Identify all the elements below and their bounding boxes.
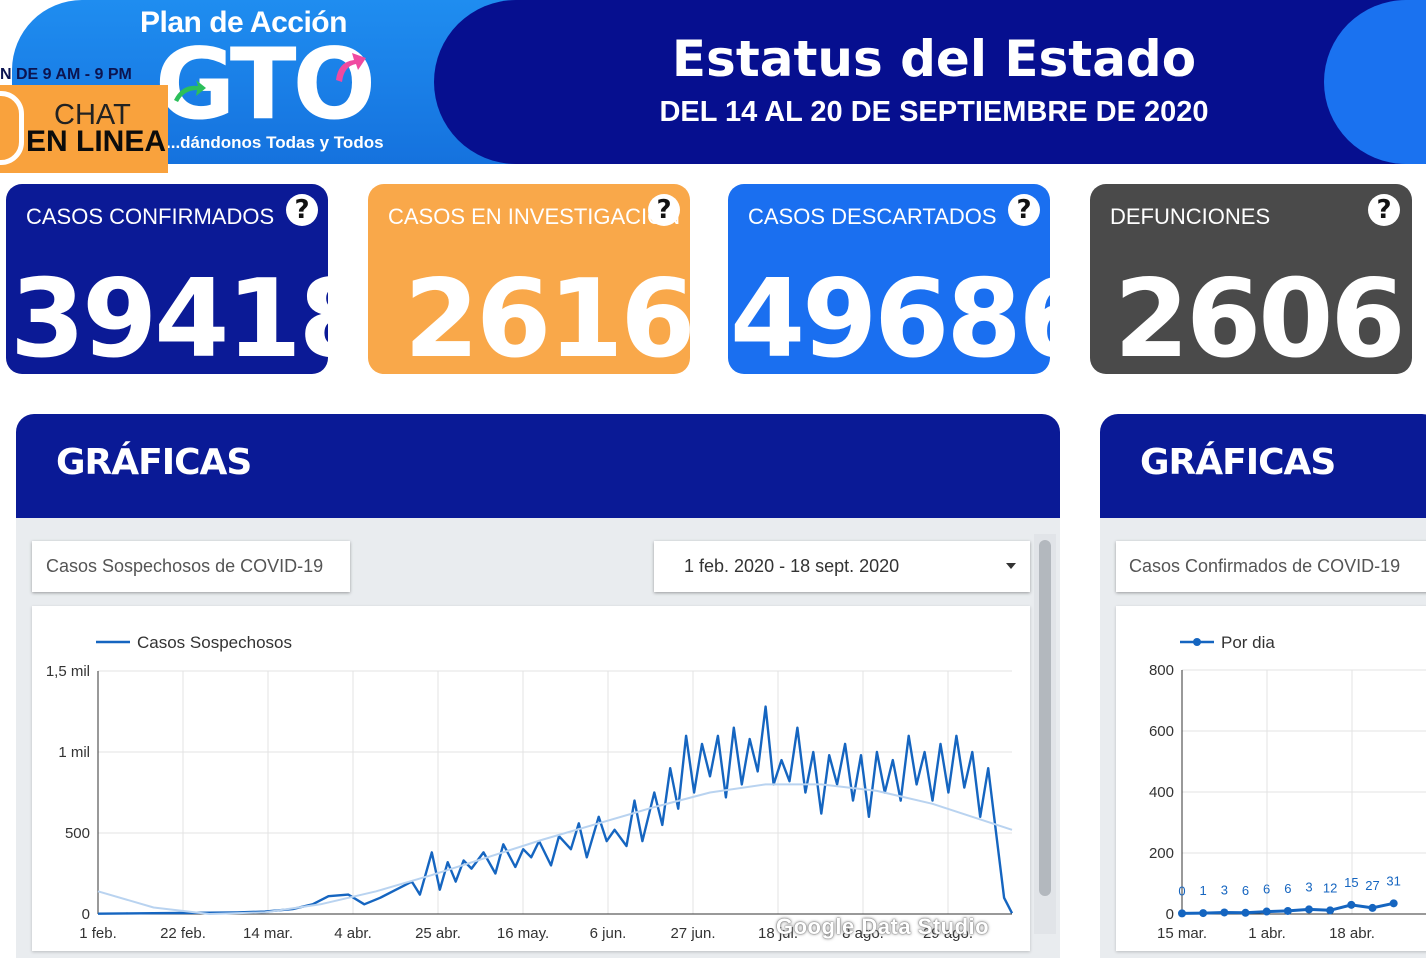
header-banner: Plan de Acción GTO ...dándonos Todas y T… (0, 0, 1426, 164)
x-tick-label: 29 ago. (923, 925, 973, 942)
chat-hours: N DE 9 AM - 9 PM (0, 66, 132, 83)
section-title: GRÁFICAS (56, 442, 252, 483)
series-line (97, 705, 1014, 915)
card-value: 39418 (10, 257, 328, 374)
card-deaths: DEFUNCIONES ? 2606 (1090, 184, 1412, 374)
x-tick-label: 4 abr. (334, 925, 372, 942)
date-range-picker[interactable]: 1 feb. 2020 - 18 sept. 2020 (654, 541, 1030, 592)
chat-label-line1: CHAT (54, 99, 131, 131)
data-label: 15 (1344, 875, 1358, 890)
card-investigation: CASOS EN INVESTIGACIÓN ? 2616 (368, 184, 690, 374)
green-arrow-icon (174, 80, 206, 102)
data-point (1389, 899, 1398, 908)
x-tick-label: 14 mar. (243, 925, 293, 942)
x-tick-label: 25 abr. (415, 925, 461, 942)
data-point (1220, 908, 1229, 917)
chat-online-button[interactable]: CHAT EN LINEA (0, 85, 168, 173)
section-header-right: GRÁFICAS (1100, 414, 1426, 518)
y-tick-label: 1 mil (58, 744, 90, 761)
y-tick-label: 0 (82, 906, 90, 923)
data-point (1199, 909, 1208, 918)
card-label: CASOS DESCARTADOS (748, 204, 997, 229)
chat-label-line2: EN LINEA (26, 125, 167, 158)
data-point (1262, 907, 1271, 916)
x-tick-label: 18 jul. (758, 925, 798, 942)
card-label: CASOS CONFIRMADOS (26, 204, 275, 229)
y-tick-label: 200 (1149, 845, 1174, 862)
chart-title-box-right: Casos Confirmados de COVID-19 (1116, 541, 1426, 592)
watermark: Google Data Studio (776, 914, 990, 939)
plan-title: Plan de Acción (140, 6, 347, 39)
card-label: CASOS EN INVESTIGACIÓN (388, 204, 681, 229)
legend-label: Casos Sospechosos (137, 633, 292, 652)
y-tick-label: 600 (1149, 723, 1174, 740)
y-tick-label: 400 (1149, 784, 1174, 801)
data-point (1283, 906, 1292, 915)
section-header-left: GRÁFICAS (16, 414, 1060, 518)
scrollbar-thumb[interactable] (1039, 540, 1051, 896)
card-confirmed: CASOS CONFIRMADOS ? 39418 (6, 184, 328, 374)
x-tick-label: 15 mar. (1157, 925, 1207, 942)
data-point (1326, 906, 1335, 915)
legend-marker (1193, 638, 1201, 646)
gto-logo: GTO (155, 28, 376, 142)
help-icon[interactable]: ? (1008, 194, 1040, 226)
data-label: 12 (1323, 880, 1337, 895)
card-discarded: CASOS DESCARTADOS ? 49686 (728, 184, 1094, 374)
help-icon[interactable]: ? (286, 194, 318, 226)
data-label: 3 (1305, 879, 1312, 894)
chart-title-box: Casos Sospechosos de COVID-19 (32, 541, 350, 592)
help-icon[interactable]: ? (648, 194, 680, 226)
slogan: ...dándonos Todas y Todos (166, 133, 384, 152)
data-label: 6 (1284, 881, 1291, 896)
data-point (1368, 903, 1377, 912)
suspected-cases-chart: 0 500 1 mil 1,5 mil 1 feb. 22 feb. 14 mar. 4 ab… (32, 606, 1030, 951)
data-label: 27 (1365, 878, 1379, 893)
x-tick-label: 16 may. (497, 925, 549, 942)
y-tick-label: 1,5 mil (46, 663, 90, 680)
chat-bubble-icon (0, 91, 24, 165)
y-tick-label: 0 (1166, 906, 1174, 923)
legend-label: Por dia (1221, 633, 1275, 652)
data-label: 6 (1242, 883, 1249, 898)
data-label: 0 (1178, 883, 1185, 898)
status-banner (434, 0, 1426, 164)
status-subtitle: DEL 14 AL 20 DE SEPTIEMBRE DE 2020 (659, 96, 1209, 128)
card-value: 2606 (1114, 257, 1406, 374)
data-label: 1 (1200, 883, 1207, 898)
x-tick-label: 27 jun. (670, 925, 715, 942)
card-value: 2616 (404, 257, 690, 374)
trend-line (97, 783, 1013, 915)
x-tick-label: 1 abr. (1248, 925, 1286, 942)
data-point (1347, 900, 1356, 909)
y-tick-label: 500 (65, 825, 90, 842)
status-title: Estatus del Estado (671, 30, 1197, 88)
x-tick-label: 18 abr. (1329, 925, 1375, 942)
card-label: DEFUNCIONES (1110, 204, 1271, 229)
x-tick-label: 1 feb. (79, 925, 117, 942)
data-point (1241, 908, 1250, 917)
card-value: 49686 (730, 257, 1094, 382)
y-tick-label: 800 (1149, 662, 1174, 679)
data-point (1178, 909, 1186, 918)
date-range-value: 1 feb. 2020 - 18 sept. 2020 (684, 556, 900, 576)
pink-arrow-icon (336, 53, 366, 82)
x-tick-label: 22 feb. (160, 925, 206, 942)
x-tick-label: 8 ago. (842, 925, 884, 942)
data-label: 6 (1263, 882, 1270, 897)
suspected-cases-svg: 0 500 1 mil 1,5 mil 1 feb. 22 feb. 14 mar. 4 ab… (46, 633, 1014, 942)
dropdown-arrow-icon (1006, 563, 1016, 569)
help-icon[interactable]: ? (1368, 194, 1400, 226)
x-tick-label: 6 jun. (590, 925, 627, 942)
data-label: 3 (1221, 882, 1228, 897)
data-label: 31 (1386, 873, 1400, 888)
data-point (1305, 905, 1313, 914)
section-title: GRÁFICAS (1140, 442, 1336, 483)
